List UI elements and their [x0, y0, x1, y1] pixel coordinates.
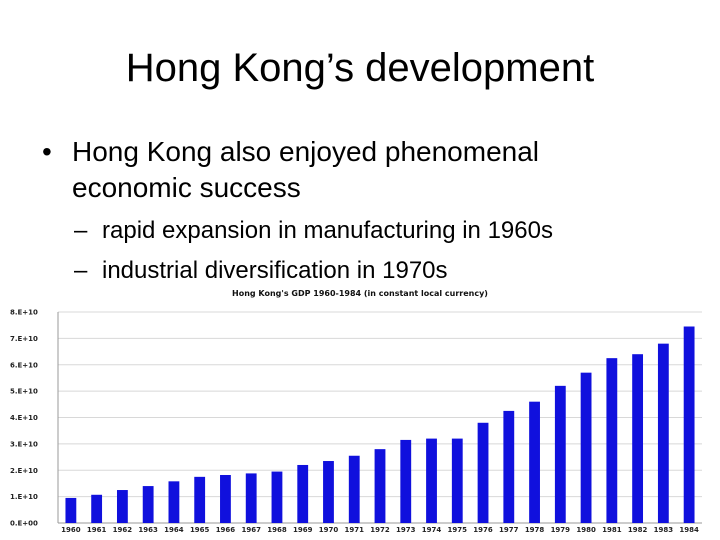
gdp-bar-chart: Hong Kong's GDP 1960-1984 (in constant l…	[10, 289, 702, 534]
x-tick-label: 1960	[61, 526, 81, 534]
y-tick-label: 7.E+10	[10, 335, 38, 343]
bar-1963	[142, 486, 154, 523]
bar-1962	[116, 490, 128, 523]
x-tick-label: 1969	[293, 526, 313, 534]
y-tick-label: 5.E+10	[10, 388, 38, 396]
y-tick-label: 4.E+10	[10, 414, 38, 422]
x-tick-label: 1983	[654, 526, 674, 534]
chart-bars	[65, 326, 695, 523]
bar-1983	[657, 343, 669, 523]
y-tick-label: 3.E+10	[10, 440, 38, 448]
x-tick-label: 1963	[138, 526, 158, 534]
x-tick-label: 1965	[190, 526, 210, 534]
sub-bullet-marker: –	[74, 217, 88, 244]
bar-1977	[503, 410, 515, 523]
sub-bullet-text: industrial diversification in 1970s	[102, 257, 448, 284]
chart-title: Hong Kong's GDP 1960-1984 (in constant l…	[232, 289, 488, 298]
bar-1968	[271, 471, 283, 523]
bar-1967	[245, 473, 257, 523]
y-tick-label: 1.E+10	[10, 493, 38, 501]
bar-1966	[220, 474, 231, 523]
bullet-text: Hong Kong also enjoyed phenomenal econom…	[72, 136, 540, 203]
y-tick-label: 6.E+10	[10, 361, 38, 369]
bar-1978	[529, 401, 540, 523]
bar-1976	[477, 422, 489, 523]
y-tick-label: 2.E+10	[10, 467, 38, 475]
x-tick-label: 1984	[679, 526, 699, 534]
x-tick-label: 1971	[344, 526, 364, 534]
x-tick-label: 1978	[525, 526, 545, 534]
bar-1974	[426, 438, 437, 523]
bar-1984	[683, 326, 695, 523]
bar-1981	[606, 358, 618, 523]
x-tick-label: 1979	[551, 526, 571, 534]
sub-bullet-text: rapid expansion in manufacturing in 1960…	[102, 217, 553, 244]
sub-bullet-item: – industrial diversification in 1970s	[74, 256, 448, 286]
bar-1970	[323, 461, 334, 523]
x-tick-label: 1968	[267, 526, 287, 534]
x-tick-label: 1972	[370, 526, 390, 534]
slide-title: Hong Kong’s development	[125, 46, 595, 90]
x-tick-label: 1974	[422, 526, 442, 534]
x-tick-label: 1966	[216, 526, 236, 534]
bar-1980	[580, 372, 592, 523]
bar-1969	[297, 464, 309, 523]
bar-1971	[348, 455, 360, 523]
bullet-marker: •	[42, 136, 52, 167]
x-tick-label: 1980	[576, 526, 596, 534]
x-tick-label: 1976	[473, 526, 493, 534]
y-tick-label: 0.E+00	[10, 520, 38, 528]
x-tick-label: 1981	[602, 526, 622, 534]
bar-1961	[91, 494, 103, 523]
bar-1960	[65, 497, 77, 523]
bar-1965	[194, 476, 206, 523]
x-tick-label: 1977	[499, 526, 519, 534]
x-tick-label: 1961	[87, 526, 107, 534]
bar-1979	[554, 385, 566, 523]
x-tick-label: 1967	[241, 526, 261, 534]
y-tick-label: 8.E+10	[10, 309, 38, 317]
bar-1982	[632, 354, 644, 523]
sub-bullet-item: – rapid expansion in manufacturing in 196…	[74, 216, 553, 246]
x-tick-label: 1970	[319, 526, 339, 534]
x-axis-ticks: 1960 1961 1962 1963 1964 1965 1966 1967 1968 1969…	[61, 526, 699, 534]
x-tick-label: 1962	[113, 526, 133, 534]
x-tick-label: 1973	[396, 526, 416, 534]
x-tick-label: 1964	[164, 526, 184, 534]
x-tick-label: 1975	[448, 526, 468, 534]
sub-bullet-marker: –	[74, 257, 88, 284]
bar-1975	[451, 438, 463, 523]
bar-1973	[400, 439, 412, 523]
x-tick-label: 1982	[628, 526, 648, 534]
y-axis-ticks: 0.E+00 1.E+10 2.E+10 3.E+10 4.E+10 5.E+10 6.E+…	[10, 309, 38, 528]
bar-1972	[374, 449, 386, 523]
bar-1964	[168, 481, 180, 523]
